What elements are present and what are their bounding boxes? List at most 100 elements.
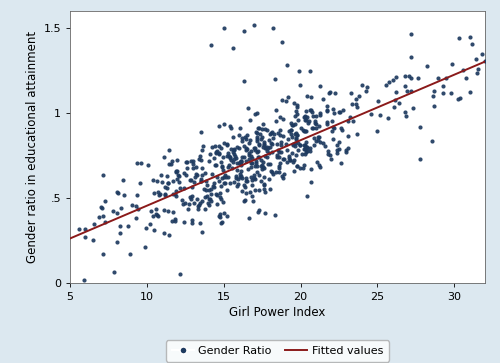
Point <box>226 155 234 161</box>
Point <box>302 113 310 119</box>
Point <box>312 118 320 124</box>
Point <box>330 110 338 116</box>
Point <box>430 103 438 109</box>
Point <box>316 112 324 118</box>
Point <box>250 198 258 204</box>
Point <box>253 138 261 144</box>
Point <box>220 121 228 127</box>
Point <box>149 177 157 183</box>
Point <box>230 149 237 155</box>
Point <box>302 139 310 144</box>
Point <box>260 182 268 187</box>
Point <box>188 217 196 223</box>
Point <box>250 22 258 28</box>
Point <box>334 109 342 115</box>
Point <box>416 124 424 130</box>
Point <box>283 159 291 165</box>
Point <box>480 58 488 64</box>
Point <box>168 218 176 224</box>
Point <box>303 114 311 120</box>
Point <box>154 213 162 219</box>
Point <box>254 163 262 168</box>
Point <box>164 180 172 185</box>
Point <box>98 172 106 178</box>
Point <box>286 157 294 163</box>
Point <box>292 108 300 114</box>
Point <box>278 38 286 44</box>
Point <box>327 156 335 162</box>
Point <box>216 196 224 202</box>
Point <box>312 113 320 119</box>
Point <box>478 52 486 57</box>
Point <box>287 120 295 126</box>
Point <box>170 178 177 184</box>
Point <box>154 189 162 195</box>
Point <box>241 134 249 140</box>
Point <box>278 97 286 103</box>
Point <box>218 183 226 189</box>
Point <box>220 180 228 186</box>
Point <box>238 154 246 160</box>
Point <box>346 90 354 96</box>
Point <box>323 109 331 114</box>
Point <box>314 134 322 139</box>
Point <box>212 150 220 156</box>
Point <box>316 123 324 129</box>
Point <box>288 127 296 133</box>
Point <box>268 129 276 135</box>
Point <box>182 159 190 165</box>
Point <box>248 155 256 161</box>
Point <box>236 159 244 165</box>
Point <box>265 137 273 143</box>
Point <box>442 75 450 81</box>
Point <box>250 175 258 181</box>
Point <box>324 148 332 154</box>
Point <box>198 147 206 153</box>
Point <box>174 172 182 178</box>
Point <box>198 198 205 204</box>
Point <box>294 132 302 138</box>
Point <box>173 157 181 163</box>
Point <box>301 143 309 148</box>
Point <box>254 172 262 178</box>
Point <box>423 63 431 69</box>
Point <box>116 230 124 236</box>
Point <box>244 167 252 172</box>
Point <box>232 175 240 181</box>
Point <box>273 141 281 147</box>
Point <box>254 142 262 147</box>
Point <box>196 129 204 135</box>
Point <box>243 146 251 152</box>
Point <box>236 171 244 177</box>
Point <box>264 161 272 167</box>
Point <box>272 76 280 81</box>
Point <box>308 125 316 131</box>
Point <box>454 35 462 41</box>
Point <box>362 88 370 94</box>
Point <box>178 201 186 207</box>
Point <box>99 213 107 219</box>
Point <box>296 165 304 171</box>
Point <box>189 161 197 167</box>
Point <box>246 136 254 142</box>
Point <box>198 178 205 184</box>
Point <box>240 154 248 160</box>
Point <box>230 179 238 184</box>
Point <box>134 192 141 198</box>
Point <box>305 118 313 124</box>
Point <box>90 221 98 227</box>
Point <box>238 139 246 144</box>
Point <box>150 213 158 219</box>
Point <box>348 101 356 107</box>
Point <box>134 207 142 212</box>
Point <box>342 147 350 153</box>
Point <box>164 180 172 186</box>
Point <box>266 150 274 156</box>
Point <box>224 162 232 168</box>
Point <box>294 147 302 153</box>
Point <box>133 160 141 166</box>
Point <box>300 114 308 120</box>
Point <box>136 180 144 185</box>
Point <box>324 107 332 113</box>
Point <box>245 152 253 158</box>
